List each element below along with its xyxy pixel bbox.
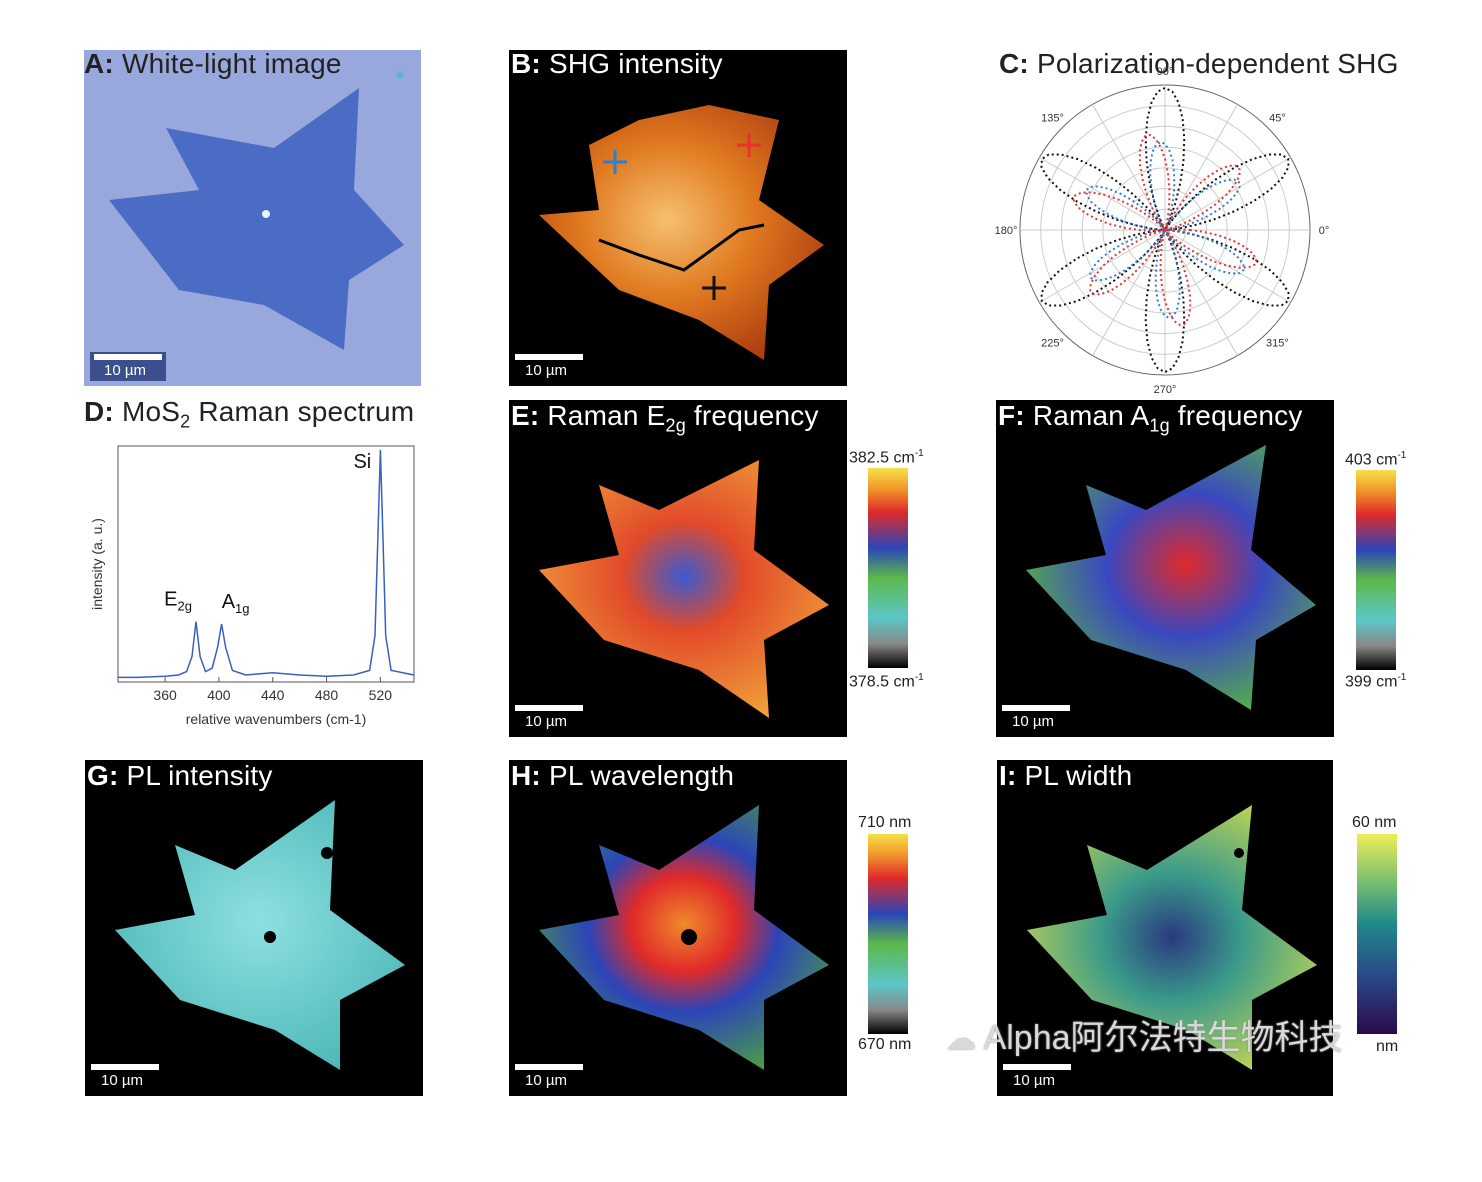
colorbar [868, 468, 908, 668]
polar-angle-label: 270° [1154, 384, 1177, 395]
colorbar-min-label: 670 nm [858, 1036, 912, 1053]
panel-c-title: C: Polarization-dependent SHG [999, 50, 1399, 79]
polar-angle-label: 45° [1269, 113, 1286, 125]
polar-spoke [1039, 229, 1166, 303]
polar-spoke [1164, 157, 1291, 231]
scale-bar: 10 µm [91, 1064, 159, 1089]
plot-frame [117, 445, 415, 683]
polar-angle-label: 180° [995, 225, 1017, 237]
colorbar-min-label: 378.5 cm-1 [849, 672, 924, 691]
x-tick-label: 400 [207, 687, 231, 703]
panel-e-raman-e2g: E: Raman E2g frequency 10 µm [509, 400, 847, 737]
colorbar [868, 834, 908, 1034]
x-tick-label: 360 [153, 687, 177, 703]
shg-map [539, 105, 824, 360]
panel-c-polar: C: Polarization-dependent SHG 90° 45° 0° 31… [995, 50, 1415, 395]
panel-g-title: G: PL intensity [87, 760, 273, 791]
colorbar-min-label: 399 cm-1 [1345, 672, 1407, 691]
peak-label: Si [353, 451, 371, 473]
colorbar [1356, 470, 1396, 670]
polar-plot: 90° 45° 0° 315° 270° 225° 180° 135° [995, 66, 1330, 395]
raman-chart: 360 400 440 480 520 E2g A1g Si intensity (a. u… [89, 445, 415, 727]
panel-a-title: A: White-light image [84, 50, 342, 79]
polar-spoke [1092, 229, 1166, 356]
pl-width-map [1027, 805, 1317, 1070]
panel-b-title: B: SHG intensity [511, 50, 723, 79]
pl-wavelength-map [539, 805, 829, 1070]
colorbar-min-label: nm [1376, 1038, 1399, 1055]
panel-b-shg: B: SHG intensity 10 µm [509, 50, 847, 386]
panel-h-pl-wavelength: H: PL wavelength 10 µm [509, 760, 847, 1096]
scale-bar: 10 µm [1002, 705, 1070, 730]
scale-bar: 10 µm [515, 705, 583, 730]
panel-e-title: E: Raman E2g frequency [511, 400, 819, 436]
polar-angle-label: 90° [1157, 66, 1174, 78]
e2g-map [539, 460, 829, 718]
pl-intensity-map [115, 800, 405, 1070]
colorbar-max-label: 710 nm [858, 814, 912, 831]
panel-f-raman-a1g: F: Raman A1g frequency 10 µm [996, 400, 1334, 737]
panel-i-title: I: PL width [999, 760, 1133, 791]
polar-angle-label: 0° [1319, 225, 1330, 237]
x-tick-label: 520 [369, 687, 393, 703]
scale-bar: 10 µm [1003, 1064, 1071, 1089]
scale-bar: 10 µm [90, 352, 166, 381]
a1g-map [1026, 445, 1316, 710]
polar-spoke [1039, 157, 1166, 231]
polar-angle-label: 225° [1041, 337, 1064, 349]
watermark: ☁ Alpha阿尔法特生物科技 [946, 1019, 1343, 1057]
x-axis-label: relative wavenumbers (cm-1) [186, 711, 367, 727]
polar-angle-label: 135° [1041, 113, 1064, 125]
panel-h-title: H: PL wavelength [511, 760, 735, 791]
peak-label: E2g [164, 589, 192, 614]
flake-image [109, 71, 404, 350]
panel-g-pl-intensity: G: PL intensity 10 µm [85, 760, 423, 1096]
polar-angle-label: 315° [1266, 337, 1289, 349]
polar-series [1085, 140, 1245, 320]
scale-bar: 10 µm [515, 354, 583, 379]
panel-f-title: F: Raman A1g frequency [998, 400, 1303, 436]
series-line [118, 449, 415, 679]
panel-d-title: D: MoS2 Raman spectrum [84, 396, 415, 432]
x-tick-label: 440 [261, 687, 285, 703]
x-tick-label: 480 [315, 687, 339, 703]
polar-spoke [1164, 229, 1291, 303]
peak-label: A1g [222, 591, 250, 616]
colorbar-max-label: 60 nm [1352, 814, 1397, 831]
colorbar-max-label: 403 cm-1 [1345, 450, 1407, 469]
wechat-icon: ☁ [946, 1023, 976, 1056]
y-axis-label: intensity (a. u.) [89, 518, 105, 610]
polar-series [1072, 133, 1258, 327]
panel-d-raman-spectrum: D: MoS2 Raman spectrum 360 400 440 480 520 E… [84, 396, 424, 736]
colorbar [1357, 834, 1397, 1034]
panel-a-white-light: A: White-light image 10 µm [84, 50, 421, 386]
colorbar-max-label: 382.5 cm-1 [849, 448, 924, 467]
polar-spoke [1164, 229, 1238, 356]
panel-i-pl-width: I: PL width 10 µm [997, 760, 1333, 1096]
scale-bar: 10 µm [515, 1064, 583, 1089]
